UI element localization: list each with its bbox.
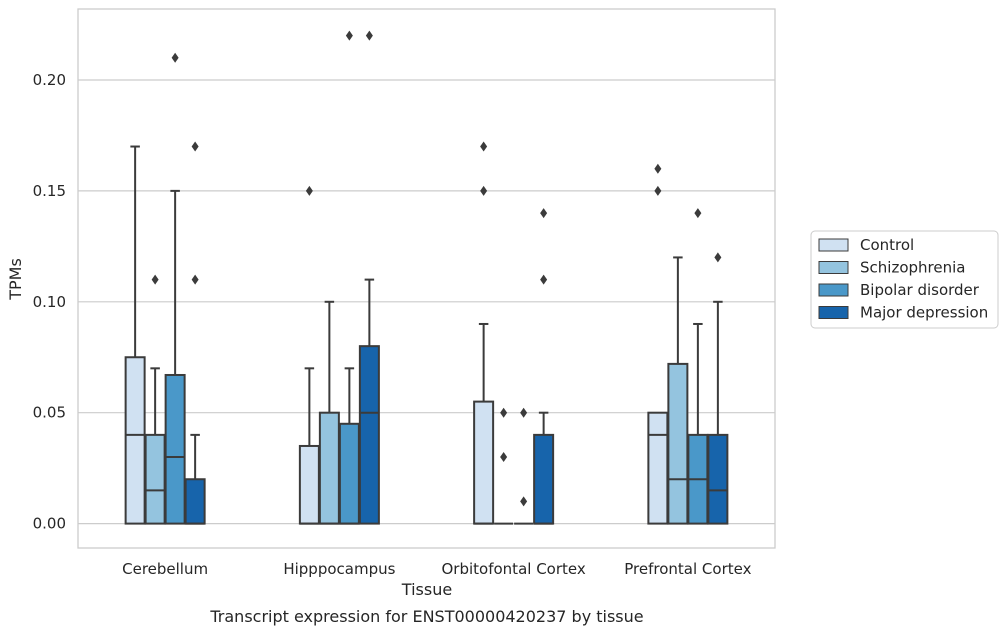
x-axis-label: Tissue — [401, 580, 452, 599]
outlier-point — [171, 52, 179, 63]
box — [144, 433, 166, 525]
legend-label: Major depression — [860, 304, 988, 322]
x-tick-label: Cerebellum — [122, 560, 208, 578]
y-axis-label: TPMs — [6, 258, 25, 301]
box-group — [184, 141, 206, 525]
box-group — [338, 30, 360, 525]
box — [473, 400, 495, 525]
x-tick-label: Orbitofontal Cortex — [442, 560, 586, 578]
outlier-point — [151, 274, 159, 285]
outlier-point — [191, 141, 199, 152]
outlier-point — [500, 452, 508, 463]
box-group — [358, 30, 380, 525]
outlier-point — [654, 163, 662, 174]
box — [707, 433, 729, 525]
y-tick-label: 0.10 — [33, 293, 66, 311]
outlier-point — [714, 252, 722, 263]
box-group — [514, 407, 534, 525]
outlier-point — [520, 407, 528, 418]
box-group — [667, 256, 689, 525]
box-group — [144, 274, 166, 525]
box — [298, 444, 320, 525]
box-group — [533, 208, 555, 525]
box — [647, 411, 669, 525]
outlier-point — [500, 407, 508, 418]
outlier-point — [520, 496, 528, 507]
box — [358, 345, 380, 525]
y-tick-label: 0.15 — [33, 182, 66, 200]
legend-swatch — [818, 306, 849, 319]
outlier-point — [654, 185, 662, 196]
box-group — [164, 52, 186, 525]
legend-frame — [810, 230, 999, 329]
box-group — [494, 407, 514, 525]
legend-label: Schizophrenia — [860, 259, 965, 277]
legend-swatch — [818, 283, 849, 297]
box — [667, 362, 689, 525]
box — [533, 433, 555, 525]
legend-swatch — [818, 261, 849, 274]
legend-label: Bipolar disorder — [860, 281, 980, 299]
outlier-point — [480, 141, 488, 152]
legend: Control Schizophrenia Bipolar disorder Majo… — [810, 230, 999, 329]
box-group — [707, 252, 729, 525]
outlier-point — [540, 208, 548, 219]
legend-swatch — [818, 238, 849, 252]
x-tick-labels: Cerebellum Hipppocampus Orbitofontal Corte… — [122, 560, 751, 578]
y-tick-label: 0.00 — [33, 515, 66, 533]
y-tick-labels: 0.00 0.05 0.10 0.15 0.20 — [33, 71, 66, 533]
box-group — [298, 185, 320, 525]
x-tick-label: Prefrontal Cortex — [624, 560, 751, 578]
boxes — [124, 30, 729, 525]
plot-frame — [77, 8, 776, 549]
legend-label: Control — [860, 236, 914, 254]
box-group — [687, 208, 709, 525]
box-group — [647, 163, 669, 525]
outlier-point — [694, 208, 702, 219]
outlier-point — [191, 274, 199, 285]
y-tick-label: 0.05 — [33, 404, 66, 422]
box — [164, 373, 186, 525]
outlier-point — [480, 185, 488, 196]
outlier-point — [305, 185, 313, 196]
box — [184, 478, 206, 525]
outlier-point — [540, 274, 548, 285]
box — [318, 411, 340, 525]
outlier-point — [365, 30, 373, 41]
chart-caption: Transcript expression for ENST0000042023… — [209, 607, 643, 626]
box-group — [473, 141, 495, 525]
box — [338, 422, 360, 525]
box-group — [124, 145, 146, 525]
y-tick-label: 0.20 — [33, 71, 66, 89]
box — [124, 356, 146, 525]
box-group — [318, 300, 340, 525]
x-tick-label: Hipppocampus — [283, 560, 395, 578]
outlier-point — [345, 30, 353, 41]
